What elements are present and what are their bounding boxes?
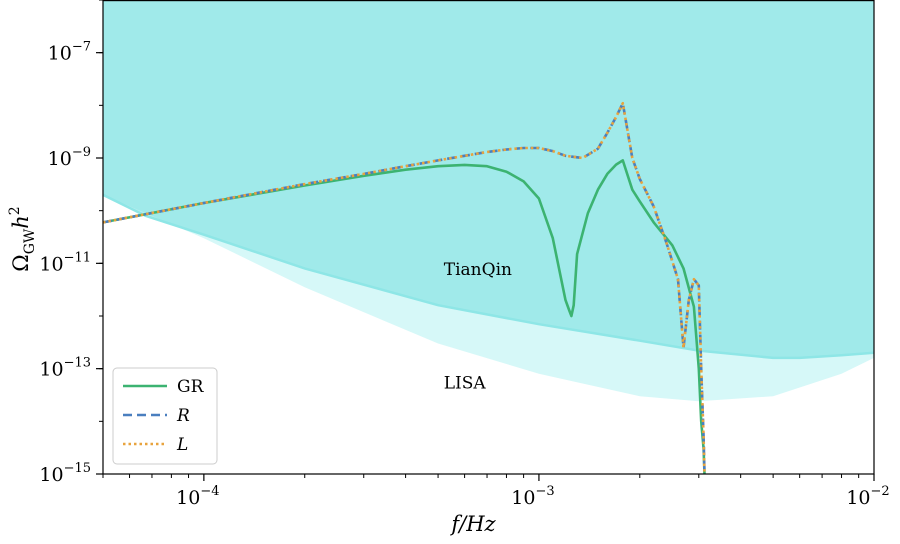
y-tick-label: 10−11 <box>39 250 91 275</box>
x-tick-label: 10−4 <box>176 484 219 509</box>
legend-label-l: L <box>176 435 188 455</box>
sensitivity-regions <box>103 0 874 402</box>
plot-frame <box>102 0 875 475</box>
tianqin-region <box>103 0 874 358</box>
y-axis-title: ΩGWh2 <box>7 206 38 271</box>
x-tick-label: 10−2 <box>846 484 889 509</box>
region-labels: TianQin LISA <box>444 260 512 393</box>
y-tick-label: 10−15 <box>39 461 91 486</box>
axis-ticks: 10−4 10−3 10−2 10−15 10−13 10−11 10−9 10−7 <box>39 0 890 509</box>
lisa-label: LISA <box>444 374 487 394</box>
series-lines <box>103 101 706 474</box>
tianqin-label: TianQin <box>444 260 512 280</box>
legend-label-r: R <box>176 406 190 426</box>
legend: GR RL <box>112 367 218 465</box>
lisa-region <box>103 0 874 402</box>
series-r-line <box>103 101 706 474</box>
legend-label-gr: GR <box>177 377 205 397</box>
x-axis-title: f/Hz <box>449 512 496 536</box>
x-tick-label: 10−3 <box>511 484 554 509</box>
tianqin-sensitivity-curve <box>103 193 874 360</box>
y-tick-label: 10−13 <box>39 356 91 381</box>
series-gr-line <box>103 159 706 474</box>
y-tick-label: 10−7 <box>48 40 91 65</box>
y-tick-label: 10−9 <box>48 145 91 170</box>
